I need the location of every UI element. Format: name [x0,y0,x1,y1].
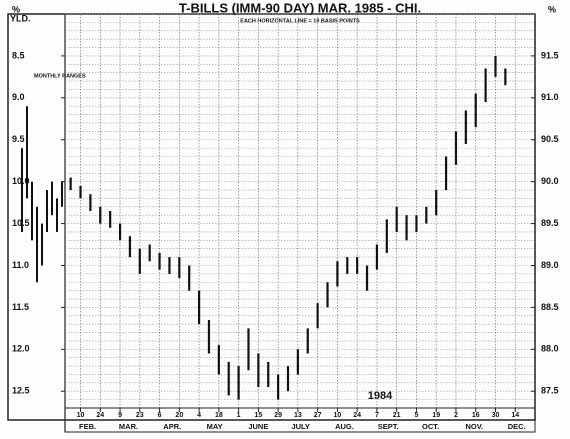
annotation: 1984 [368,390,393,402]
x-tick-label: 18 [215,412,223,419]
y-label: YLD. [10,13,31,23]
x-tick-label: 4 [197,412,201,419]
x-tick-label: 5 [414,412,418,419]
x-tick-label: 14 [511,412,519,419]
x-tick-label: 10 [334,412,342,419]
month-label: DEC. [508,422,526,431]
x-tick-label: 1 [237,412,241,419]
x-tick-label: 27 [314,412,322,419]
month-label: JUNE [248,422,268,431]
y-label: % [12,4,20,14]
x-tick-label: 6 [158,412,162,419]
month-label: NOV. [465,422,483,431]
x-tick-label: 7 [375,412,379,419]
x-tick-label: 29 [274,412,282,419]
y2-label: % [548,4,556,14]
y2-tick-label: 87.5 [541,386,559,396]
x-tick-label: 13 [294,412,302,419]
y-tick-label: 9.5 [12,134,25,144]
y-tick-label: 12.5 [12,386,30,396]
x-tick-label: 24 [353,412,361,419]
x-tick-label: 2 [454,412,458,419]
chart-subtitle: EACH HORIZONTAL LINE = 10 BASIS POINTS [240,18,360,24]
y-tick-label: 11.5 [12,302,29,312]
month-band [64,419,536,433]
x-tick-label: 9 [118,412,122,419]
y-tick-label: 10.5 [12,218,30,228]
y2-tick-label: 90.5 [541,134,559,144]
x-tick-label: 19 [432,412,440,419]
x-tick-label: 20 [175,412,183,419]
y-tick-label: 11.0 [12,260,29,270]
month-label: MAY [207,422,223,431]
monthly-ranges-label: MONTHLY RANGES [34,73,86,79]
y2-tick-label: 88.0 [541,344,559,354]
y2-tick-label: 89.5 [541,218,559,228]
y-tick-label: 10.0 [12,176,30,186]
y-tick-label: 12.0 [12,344,30,354]
month-label: APR. [163,422,181,431]
month-label: FEB. [79,422,96,431]
y2-tick-label: 91.5 [541,50,559,60]
x-tick-label: 16 [472,412,480,419]
month-label: AUG. [335,422,354,431]
y-tick-label: 8.5 [12,50,25,60]
y-tick-label: 9.0 [12,92,25,102]
y2-tick-label: 88.5 [541,302,559,312]
month-label: OCT. [422,422,439,431]
month-label: SEPT. [378,422,399,431]
x-tick-label: 21 [393,412,401,419]
y2-tick-label: 91.0 [541,92,559,102]
month-label: MAR. [119,422,138,431]
month-label: JULY [291,422,309,431]
x-tick-label: 30 [492,412,500,419]
y2-tick-label: 90.0 [541,176,559,186]
x-tick-label: 15 [254,412,262,419]
y2-tick-label: 89.0 [541,260,559,270]
x-tick-label: 10 [77,412,85,419]
chart-title: T-BILLS (IMM-90 DAY) MAR. 1985 - CHI. [179,0,421,15]
x-tick-label: 24 [96,412,104,419]
x-tick-label: 23 [136,412,144,419]
